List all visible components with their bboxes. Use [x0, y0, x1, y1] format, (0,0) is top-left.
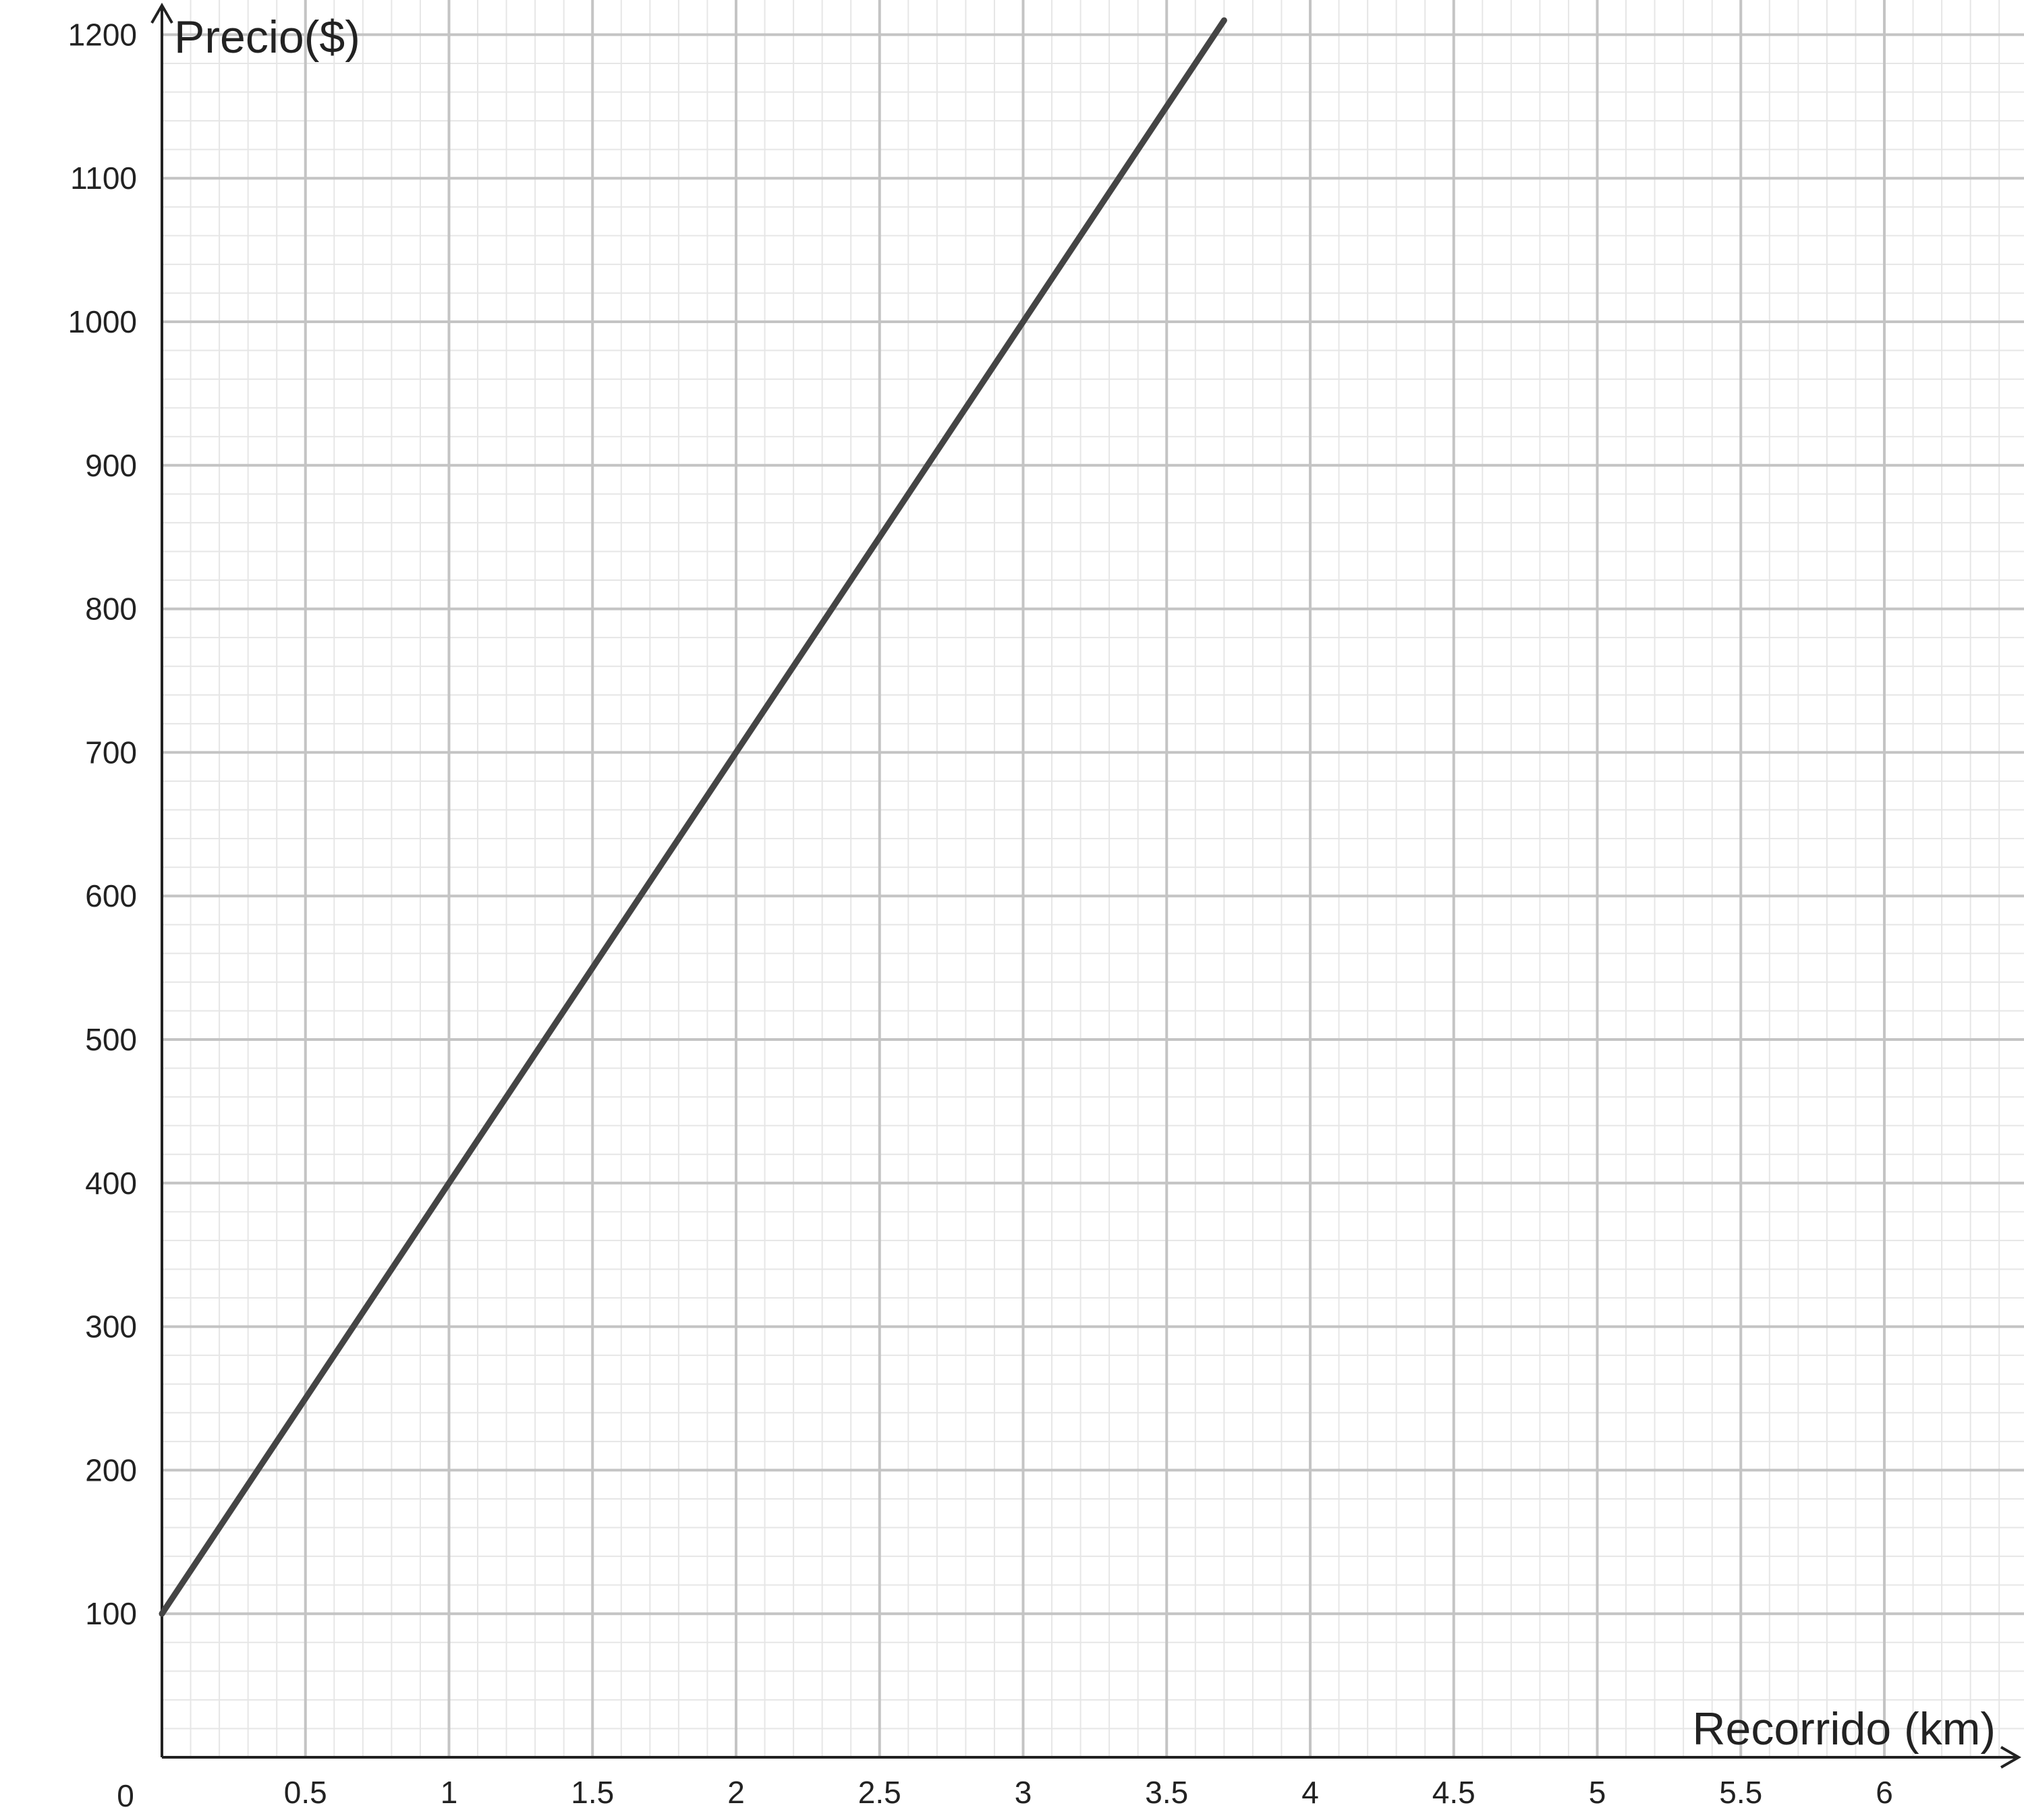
x-tick-label: 2: [727, 1775, 745, 1810]
x-axis-arrow: [2000, 1746, 2022, 1769]
y-tick-label: 700: [85, 735, 137, 770]
y-tick-label: 300: [85, 1309, 137, 1344]
x-tick-label: 5: [1589, 1775, 1606, 1810]
x-tick-label: 3.5: [1145, 1775, 1188, 1810]
y-tick-label: 900: [85, 448, 137, 483]
x-tick-label: 5.5: [1719, 1775, 1762, 1810]
origin-label: 0: [117, 1778, 134, 1813]
y-tick-label: 1100: [70, 161, 137, 196]
y-tick-label: 200: [85, 1452, 137, 1487]
minor-grid: [162, 0, 2024, 1757]
series-line-0: [159, 17, 1227, 1617]
x-tick-label: 0.5: [284, 1775, 327, 1810]
x-tick-label: 6: [1876, 1775, 1893, 1810]
x-tick-label: 3: [1015, 1775, 1032, 1810]
x-tick-label: 2.5: [858, 1775, 901, 1810]
y-axis-title: Precio($): [174, 11, 360, 63]
y-tick-label: 1200: [68, 17, 137, 52]
x-axis-title: Recorrido (km): [1692, 1703, 1996, 1755]
x-tick-label: 4: [1301, 1775, 1319, 1810]
series-lines: [159, 17, 1227, 1617]
y-tick-label: 500: [85, 1022, 137, 1057]
x-tick-label: 1: [441, 1775, 458, 1810]
x-tick-label: 1.5: [571, 1775, 614, 1810]
y-tick-label: 600: [85, 878, 137, 913]
axes: [150, 2, 2022, 1769]
y-axis-arrow: [150, 2, 173, 24]
y-tick-labels: 100 200 300 400 500 600 700 800 900 1000 1100 1200: [68, 17, 137, 1631]
major-grid: [162, 0, 2024, 1757]
y-tick-label: 1000: [68, 304, 137, 339]
x-tick-label: 4.5: [1432, 1775, 1475, 1810]
y-tick-label: 100: [85, 1596, 137, 1631]
y-tick-label: 400: [85, 1166, 137, 1201]
y-tick-label: 800: [85, 592, 137, 627]
x-tick-labels: 0.5 1 1.5 2 2.5 3 3.5 4 4.5 5 5.5 6: [284, 1775, 1893, 1810]
